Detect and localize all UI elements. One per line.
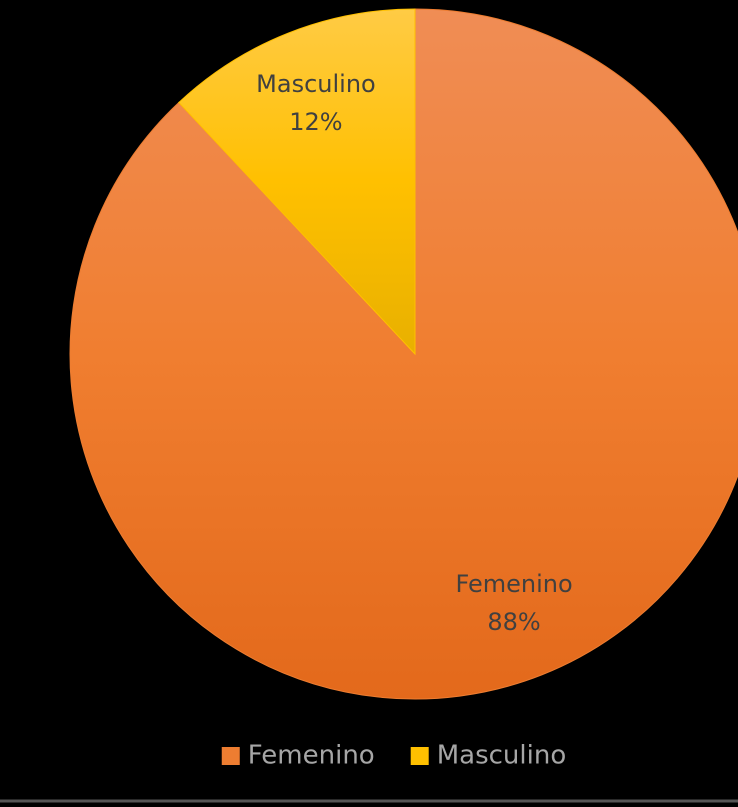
pie-slice <box>69 8 738 700</box>
legend-label: Femenino <box>248 741 375 771</box>
legend-label: Masculino <box>437 741 567 771</box>
data-label-category: Masculino <box>256 70 376 98</box>
legend: Femenino Masculino <box>221 741 567 771</box>
data-label-category: Femenino <box>455 570 572 598</box>
pie-slice <box>178 8 416 356</box>
legend-swatch <box>221 747 240 765</box>
legend-swatch <box>410 747 429 765</box>
data-label-value: 88% <box>487 608 540 636</box>
data-label-value: 12% <box>289 108 342 136</box>
